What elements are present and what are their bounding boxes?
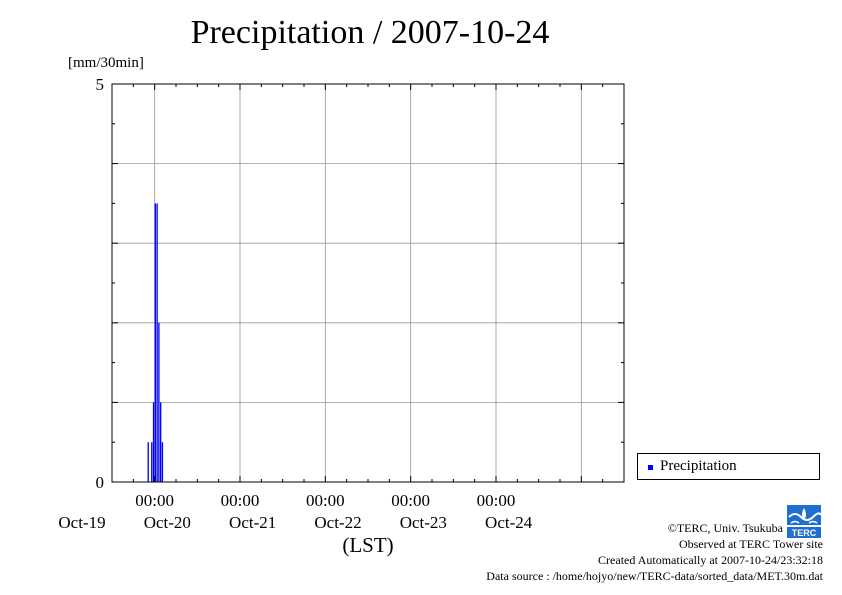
plot-frame <box>111 83 625 483</box>
axis-labels: 0 5 00:00 00:00 00:00 00:00 00:00 Oct-19 Oct-20 O… <box>58 75 532 557</box>
precipitation-bar <box>152 402 155 482</box>
bar-series <box>147 203 164 482</box>
precipitation-bar <box>154 203 156 482</box>
y-tick-label: 5 <box>96 75 105 94</box>
x-tick-time-label: 00:00 <box>391 491 430 510</box>
legend: Precipitation <box>637 453 820 480</box>
x-tick-date-label: Oct-19 <box>58 513 105 532</box>
logo-text: TERC <box>792 528 817 538</box>
x-tick-time-label: 00:00 <box>477 491 516 510</box>
legend-label-precipitation: Precipitation <box>660 458 737 474</box>
legend-swatch-precipitation <box>648 465 653 470</box>
terc-logo: TERC <box>785 503 823 539</box>
x-tick-date-label: Oct-21 <box>229 513 276 532</box>
precipitation-bar <box>147 442 149 482</box>
x-tick-date-label: Oct-20 <box>144 513 191 532</box>
axis-ticks <box>111 83 625 483</box>
site-text: Observed at TERC Tower site <box>678 537 823 551</box>
y-axis-unit-label: [mm/30min] <box>68 55 144 71</box>
x-tick-time-label: 00:00 <box>135 491 174 510</box>
x-axis-label: (LST) <box>342 533 393 557</box>
precipitation-bar <box>161 442 164 482</box>
source-text: Data source : /home/hojyo/new/TERC-data/… <box>486 569 823 583</box>
x-tick-date-label: Oct-22 <box>314 513 361 532</box>
chart-title: Precipitation / 2007-10-24 <box>190 14 550 51</box>
created-text: Created Automatically at 2007-10-24/23:3… <box>598 553 823 567</box>
x-tick-time-label: 00:00 <box>221 491 260 510</box>
precipitation-bar <box>156 203 158 482</box>
copyright-text: ©TERC, Univ. Tsukuba <box>667 521 783 535</box>
y-tick-label: 0 <box>96 473 105 492</box>
precipitation-bar <box>158 322 160 482</box>
credits-block: ©TERC, Univ. Tsukuba Observed at TERC To… <box>486 520 823 584</box>
x-tick-time-label: 00:00 <box>306 491 345 510</box>
precipitation-bar <box>160 402 162 482</box>
x-tick-date-label: Oct-23 <box>400 513 447 532</box>
precipitation-bar <box>151 442 153 482</box>
grid-lines <box>112 84 624 482</box>
x-tick-date-label: Oct-24 <box>485 513 533 532</box>
